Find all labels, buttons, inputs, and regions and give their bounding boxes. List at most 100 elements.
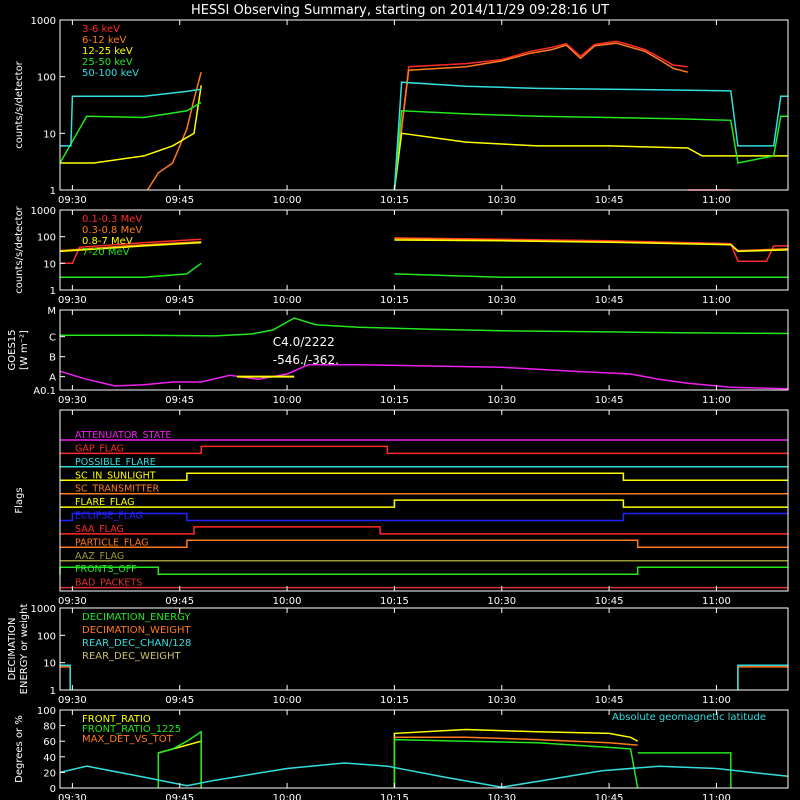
x-tick-label: 10:30	[487, 395, 516, 406]
series-line	[393, 110, 788, 191]
flare-annotation: C4.0/2222	[273, 335, 335, 349]
series-line	[393, 81, 788, 191]
flare-annotation: -546./-362.	[273, 353, 339, 367]
flag-label: ATTENUATOR_STATE	[75, 430, 171, 441]
flag-label: ECLIPSE_FLAG	[75, 511, 143, 522]
plot-frame	[59, 19, 789, 191]
series-line	[157, 730, 202, 788]
series-line	[60, 262, 202, 279]
panels: 09:30 09:45 10:00 10:15 10:30 10:45 11:0011010…	[7, 16, 789, 800]
y-tick-label: 100	[37, 631, 56, 642]
series-line	[393, 738, 639, 789]
y-tick-label: 1000	[31, 604, 56, 615]
x-tick-label: 10:45	[595, 295, 624, 306]
plot-frame	[59, 709, 789, 789]
y-tick-label: 20	[43, 768, 56, 779]
flag-line	[60, 445, 788, 455]
y-axis-label: ENERGY or weight	[19, 604, 30, 695]
series-line	[60, 317, 789, 337]
legend-entry: 7-20 MeV	[82, 247, 130, 258]
y-tick-label: 1000	[31, 16, 56, 27]
y-tick-label: 1000	[31, 206, 56, 217]
series-line	[60, 85, 202, 164]
series-line	[393, 728, 639, 788]
geo-annotation: Absolute geomagnetic latitude	[612, 712, 766, 723]
x-tick-label: 10:00	[273, 295, 302, 306]
legend-entry: 12-25 keV	[82, 46, 133, 57]
panel-counts: 09:30 09:45 10:00 10:15 10:30 10:45 11:00 1 10 10…	[14, 16, 789, 206]
x-tick-label: 10:45	[595, 793, 624, 800]
y-tick-label: 100	[37, 233, 56, 244]
y-tick-label: 10	[43, 659, 56, 670]
legend-entry: 0.8-7 MeV	[82, 236, 133, 247]
y-tick-label: M	[47, 306, 56, 317]
flag-line	[60, 512, 788, 522]
panel-goes: 09:30 09:45 10:00 10:15 10:30 10:45 11:00 A0.1 A…	[7, 306, 789, 406]
plot-frame	[59, 209, 789, 291]
y-tick-label: 1	[50, 686, 56, 697]
x-tick-label: 10:45	[595, 395, 624, 406]
legend-entry: 6-12 keV	[82, 35, 126, 46]
y-tick-label: 1	[50, 186, 56, 197]
flag-label: FLARE_FLAG	[75, 497, 135, 508]
plot-frame	[59, 607, 789, 691]
panel-geo: 09:30 09:45 10:00 10:15 10:30 10:45 11:00 0 20 40…	[14, 706, 789, 800]
panel-decimation: 09:30 09:45 10:00 10:15 10:30 10:45 11:00 1 10 10…	[7, 604, 789, 706]
flag-label: SAA_FLAG	[75, 524, 124, 535]
series-line	[393, 132, 788, 191]
y-tick-label: 80	[43, 722, 56, 733]
y-axis-label: DECIMATION	[7, 617, 18, 680]
y-tick-label: C	[49, 333, 56, 344]
series-line	[59, 101, 202, 164]
legend-entry: FRONT_RATIO	[82, 714, 151, 725]
x-tick-label: 09:30	[58, 295, 87, 306]
flag-line	[60, 499, 788, 508]
x-tick-label: 10:30	[487, 596, 516, 607]
legend-entry: REAR_DEC_CHAN/128	[82, 638, 191, 649]
series-line	[60, 238, 202, 265]
x-tick-label: 10:45	[595, 195, 624, 206]
y-tick-label: 100	[37, 73, 56, 84]
plot-frame	[59, 309, 789, 391]
panel-hard: 09:30 09:45 10:00 10:15 10:30 10:45 11:00 1 10 10…	[14, 205, 789, 306]
x-tick-label: 09:45	[165, 793, 194, 800]
legend-entry: REAR_DEC_WEIGHT	[82, 651, 181, 662]
series-line	[394, 273, 788, 279]
x-tick-label: 10:30	[487, 695, 516, 706]
legend-entry: DECIMATION_ENERGY	[82, 612, 191, 623]
y-tick-label: 40	[43, 753, 56, 764]
x-tick-label: 10:45	[595, 596, 624, 607]
series-line	[394, 736, 638, 746]
x-tick-label: 10:15	[380, 695, 409, 706]
y-tick-label: 1	[50, 286, 56, 297]
series-line	[737, 666, 788, 690]
x-tick-label: 10:00	[273, 195, 302, 206]
x-tick-label: 10:30	[487, 295, 516, 306]
x-tick-label: 10:45	[595, 695, 624, 706]
y-tick-label: 0	[50, 784, 56, 795]
x-tick-label: 09:30	[58, 596, 87, 607]
x-tick-label: 10:00	[273, 695, 302, 706]
x-tick-label: 09:30	[58, 793, 87, 800]
x-tick-label: 10:30	[487, 793, 516, 800]
series-line	[59, 363, 789, 390]
y-axis-label: counts/s/detector	[14, 205, 25, 293]
x-tick-label: 09:45	[165, 596, 194, 607]
y-axis-label: Flags	[14, 487, 25, 513]
x-tick-label: 10:15	[380, 195, 409, 206]
flag-label: PARTICLE_FLAG	[75, 537, 148, 548]
x-tick-label: 09:45	[165, 395, 194, 406]
flag-label: SC_TRANSMITTER	[75, 484, 160, 495]
series-line	[59, 241, 202, 253]
y-tick-label: 100	[37, 706, 56, 717]
flag-line	[60, 526, 788, 535]
panel-flags: ATTENUATOR_STATE GAP_FLAG POSSIBLE_FLARE SC…	[14, 409, 789, 607]
flag-line	[60, 472, 788, 482]
y-tick-label: A	[49, 373, 56, 384]
x-tick-label: 10:00	[273, 596, 302, 607]
y-tick-label: B	[49, 353, 56, 364]
y-axis-label: GOES15	[7, 329, 18, 370]
x-tick-label: 11:00	[702, 596, 731, 607]
flag-line	[59, 566, 788, 575]
